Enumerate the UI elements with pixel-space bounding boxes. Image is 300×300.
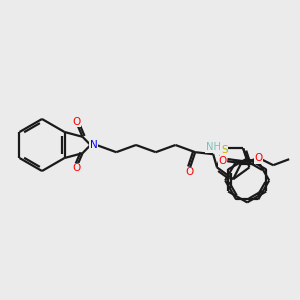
Text: N: N [90, 140, 98, 150]
Text: O: O [218, 156, 226, 166]
Text: O: O [185, 167, 193, 177]
Text: O: O [72, 163, 81, 173]
Text: S: S [221, 146, 227, 155]
Text: O: O [254, 153, 262, 163]
Text: NH: NH [206, 142, 221, 152]
Text: O: O [72, 117, 81, 127]
